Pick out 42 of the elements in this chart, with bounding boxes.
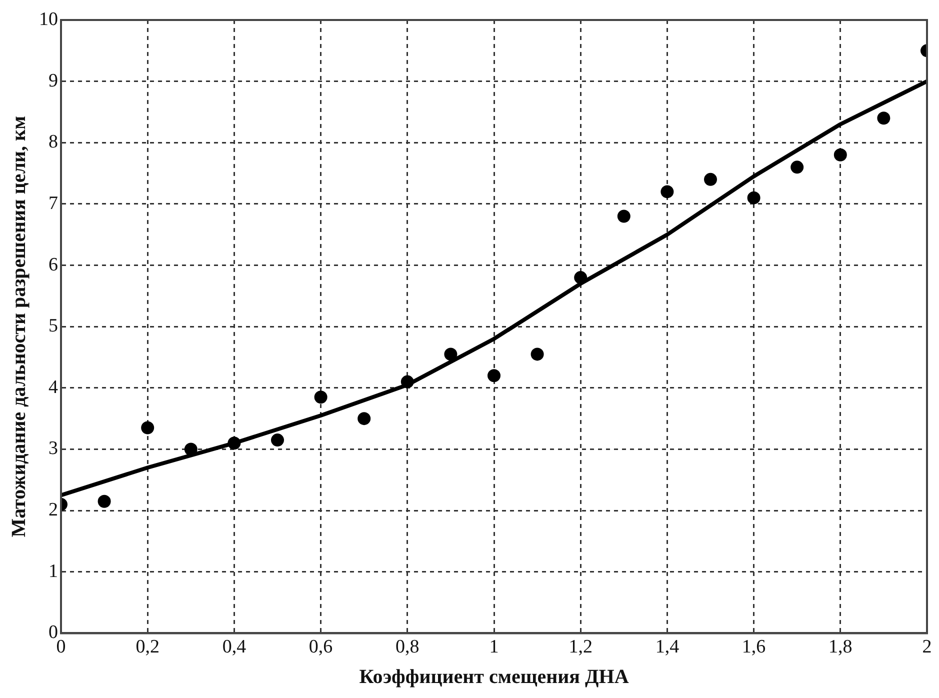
point	[530, 348, 544, 361]
point	[574, 271, 588, 284]
point	[488, 369, 500, 382]
point	[444, 348, 458, 361]
y-tick-label: 9	[48, 70, 58, 92]
x-axis-title: Коэффициент смещения ДНА	[359, 666, 630, 688]
y-tick-label: 5	[48, 316, 58, 337]
x-tick-label: 0,4	[222, 636, 247, 658]
y-tick-label: 6	[48, 254, 58, 276]
point	[617, 210, 630, 223]
x-tick-label: 0,6	[308, 636, 333, 658]
point	[98, 494, 111, 508]
point	[834, 148, 847, 162]
x-tick-label: 0,2	[136, 636, 160, 658]
point	[704, 172, 717, 186]
x-tick-label: 2	[922, 636, 932, 658]
point	[790, 160, 804, 174]
y-tick-label: 3	[48, 438, 58, 460]
point	[747, 191, 760, 204]
point	[877, 112, 890, 125]
x-tick-label: 1,2	[568, 636, 592, 658]
point	[141, 421, 154, 434]
y-axis-title: Матожидание дальности разрешения цели, км	[8, 116, 30, 538]
point	[314, 390, 328, 404]
point	[184, 442, 198, 456]
y-tick-label: 4	[48, 376, 58, 398]
x-tick-label: 1,6	[742, 636, 766, 658]
point	[358, 412, 371, 426]
y-tick-label: 2	[48, 500, 58, 521]
y-tick-label: 8	[48, 132, 58, 153]
point	[271, 434, 284, 447]
x-tick-label: 1,4	[655, 636, 680, 658]
y-tick-label: 7	[48, 192, 58, 214]
point	[660, 185, 674, 198]
y-tick-label: 0	[48, 622, 58, 644]
x-tick-label: 1	[489, 636, 499, 658]
x-tick-label: 1,8	[828, 636, 852, 658]
y-tick-label: 1	[48, 560, 58, 582]
point	[400, 375, 414, 388]
point	[228, 436, 241, 450]
y-tick-label: 10	[39, 8, 58, 30]
x-tick-label: 0,8	[396, 636, 420, 658]
